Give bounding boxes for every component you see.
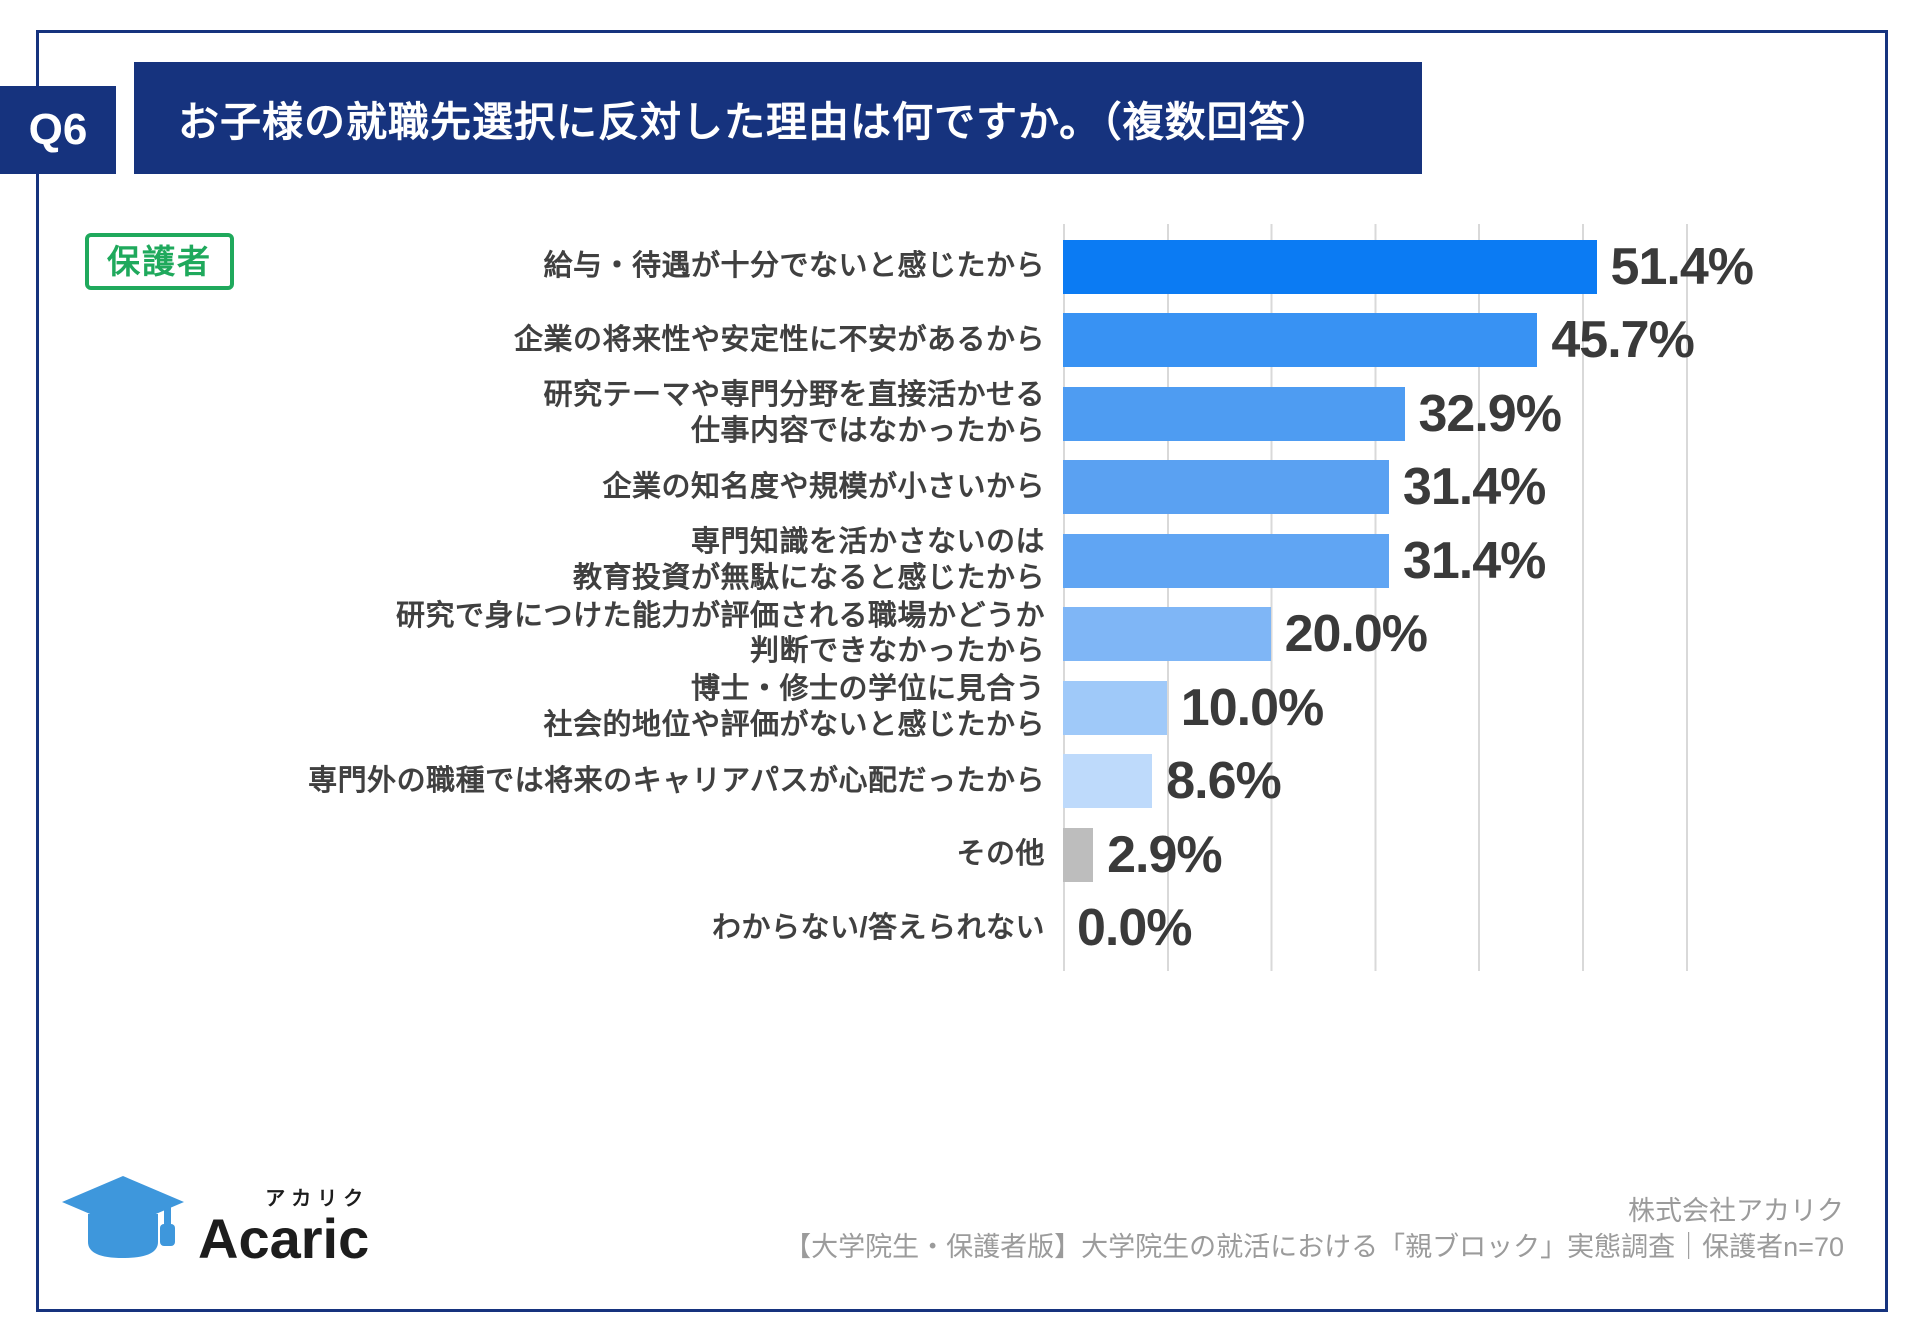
value-label: 45.7% <box>1551 311 1694 370</box>
value-label: 31.4% <box>1402 531 1546 590</box>
row-plot: 32.9% <box>1063 377 1562 451</box>
value-label: 20.0% <box>1284 605 1428 664</box>
bar <box>1063 533 1389 588</box>
acaric-logo: アカリク Acaric <box>58 1158 369 1267</box>
category-label: その他 <box>956 838 1045 871</box>
category-label: 専門外の職種では将来のキャリアパスが心配だったから <box>308 764 1045 797</box>
row-plot: 8.6% <box>1063 745 1282 819</box>
bar <box>1063 754 1153 809</box>
row-plot: 10.0% <box>1063 671 1324 745</box>
bar <box>1063 386 1405 441</box>
chart-row: 給与・待遇が十分でないと感じたから 51.4% <box>140 230 1880 304</box>
bar <box>1063 680 1167 735</box>
chart-row: 研究テーマや専門分野を直接活かせる 仕事内容ではなかったから 32.9% <box>140 377 1880 451</box>
category-label: わからない/答えられない <box>711 911 1045 944</box>
bar <box>1063 239 1597 294</box>
chart-row: わからない/答えられない 0.0% <box>140 892 1880 966</box>
bar <box>1063 607 1271 662</box>
category-label: 研究で身につけた能力が評価される職場かどうか 判断できなかったから <box>395 599 1045 668</box>
bar <box>1063 827 1094 882</box>
row-plot: 51.4% <box>1063 230 1754 304</box>
logo-brand: Acaric <box>198 1207 370 1270</box>
footer-text: 株式会社アカリク 【大学院生・保護者版】大学院生の就活における「親ブロック」実態… <box>784 1193 1844 1266</box>
chart-row: 研究で身につけた能力が評価される職場かどうか 判断できなかったから 20.0% <box>140 598 1880 672</box>
chart-row: その他 2.9% <box>140 818 1880 892</box>
value-label: 51.4% <box>1610 237 1754 296</box>
chart-row: 企業の将来性や安定性に不安があるから 45.7% <box>140 304 1880 378</box>
logo-kana: アカリク <box>265 1188 370 1210</box>
footer-company: 株式会社アカリク <box>1628 1196 1844 1226</box>
graduation-cap-icon <box>58 1158 188 1267</box>
row-plot: 45.7% <box>1063 304 1695 378</box>
category-label: 専門知識を活かさないのは 教育投資が無駄になると感じたから <box>572 526 1045 594</box>
bar-chart: 給与・待遇が十分でないと感じたから 51.4% 企業の将来性や安定性に不安があるから… <box>140 224 1880 971</box>
respondent-badge: 保護者 <box>85 233 234 290</box>
value-label: 2.9% <box>1107 825 1223 884</box>
chart-row: 博士・修士の学位に見合う 社会的地位や評価がないと感じたから 10.0% <box>140 671 1880 745</box>
chart-row: 専門外の職種では将来のキャリアパスが心配だったから 8.6% <box>140 745 1880 819</box>
bar <box>1063 460 1389 515</box>
chart-row: 企業の知名度や規模が小さいから 31.4% <box>140 451 1880 525</box>
question-title: お子様の就職先選択に反対した理由は何ですか。（複数回答） <box>178 99 1333 145</box>
category-label: 給与・待遇が十分でないと感じたから <box>543 250 1045 283</box>
footer-source: 【大学院生・保護者版】大学院生の就活における「親ブロック」実態調査｜保護者n=7… <box>784 1232 1844 1263</box>
chart-rows: 給与・待遇が十分でないと感じたから 51.4% 企業の将来性や安定性に不安があるから… <box>140 230 1880 965</box>
value-label: 8.6% <box>1166 752 1282 811</box>
question-number-box: Q6 <box>0 86 116 174</box>
respondent-badge-label: 保護者 <box>107 243 212 280</box>
row-plot: 20.0% <box>1063 598 1428 672</box>
question-number: Q6 <box>28 105 88 154</box>
category-label: 企業の知名度や規模が小さいから <box>602 470 1045 503</box>
value-label: 32.9% <box>1418 384 1562 443</box>
value-label: 0.0% <box>1077 899 1193 958</box>
row-plot: 0.0% <box>1063 892 1193 966</box>
bar <box>1063 313 1538 368</box>
logo-text: アカリク Acaric <box>198 1189 369 1267</box>
category-label: 博士・修士の学位に見合う 社会的地位や評価がないと感じたから <box>543 673 1045 741</box>
row-plot: 31.4% <box>1063 524 1546 598</box>
chart-row: 専門知識を活かさないのは 教育投資が無駄になると感じたから 31.4% <box>140 524 1880 598</box>
row-plot: 31.4% <box>1063 451 1546 525</box>
value-label: 10.0% <box>1180 678 1324 737</box>
category-label: 研究テーマや専門分野を直接活かせる 仕事内容ではなかったから <box>543 379 1045 447</box>
value-label: 31.4% <box>1402 458 1546 517</box>
row-plot: 2.9% <box>1063 818 1223 892</box>
question-title-banner: お子様の就職先選択に反対した理由は何ですか。（複数回答） <box>134 62 1422 174</box>
category-label: 企業の将来性や安定性に不安があるから <box>513 323 1045 356</box>
